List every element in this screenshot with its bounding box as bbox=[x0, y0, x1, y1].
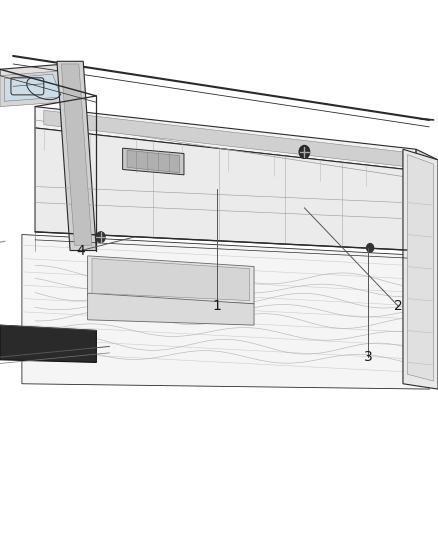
Polygon shape bbox=[123, 148, 184, 175]
Polygon shape bbox=[4, 74, 61, 101]
Polygon shape bbox=[22, 235, 429, 389]
Polygon shape bbox=[403, 149, 438, 389]
Polygon shape bbox=[88, 256, 254, 304]
Polygon shape bbox=[57, 61, 96, 251]
Polygon shape bbox=[127, 150, 180, 173]
Polygon shape bbox=[407, 155, 434, 381]
Polygon shape bbox=[0, 325, 96, 362]
Circle shape bbox=[367, 244, 374, 252]
Polygon shape bbox=[92, 259, 250, 301]
Polygon shape bbox=[35, 128, 416, 251]
Polygon shape bbox=[0, 64, 79, 101]
Text: 2: 2 bbox=[394, 300, 403, 313]
Polygon shape bbox=[44, 110, 403, 166]
Polygon shape bbox=[416, 149, 438, 261]
Text: 1: 1 bbox=[212, 300, 221, 313]
Polygon shape bbox=[35, 107, 416, 171]
Circle shape bbox=[96, 232, 105, 243]
Polygon shape bbox=[88, 293, 254, 325]
Text: 3: 3 bbox=[364, 350, 372, 364]
Polygon shape bbox=[61, 64, 92, 245]
Circle shape bbox=[299, 146, 310, 158]
Text: 4: 4 bbox=[77, 244, 85, 257]
Polygon shape bbox=[0, 71, 74, 107]
